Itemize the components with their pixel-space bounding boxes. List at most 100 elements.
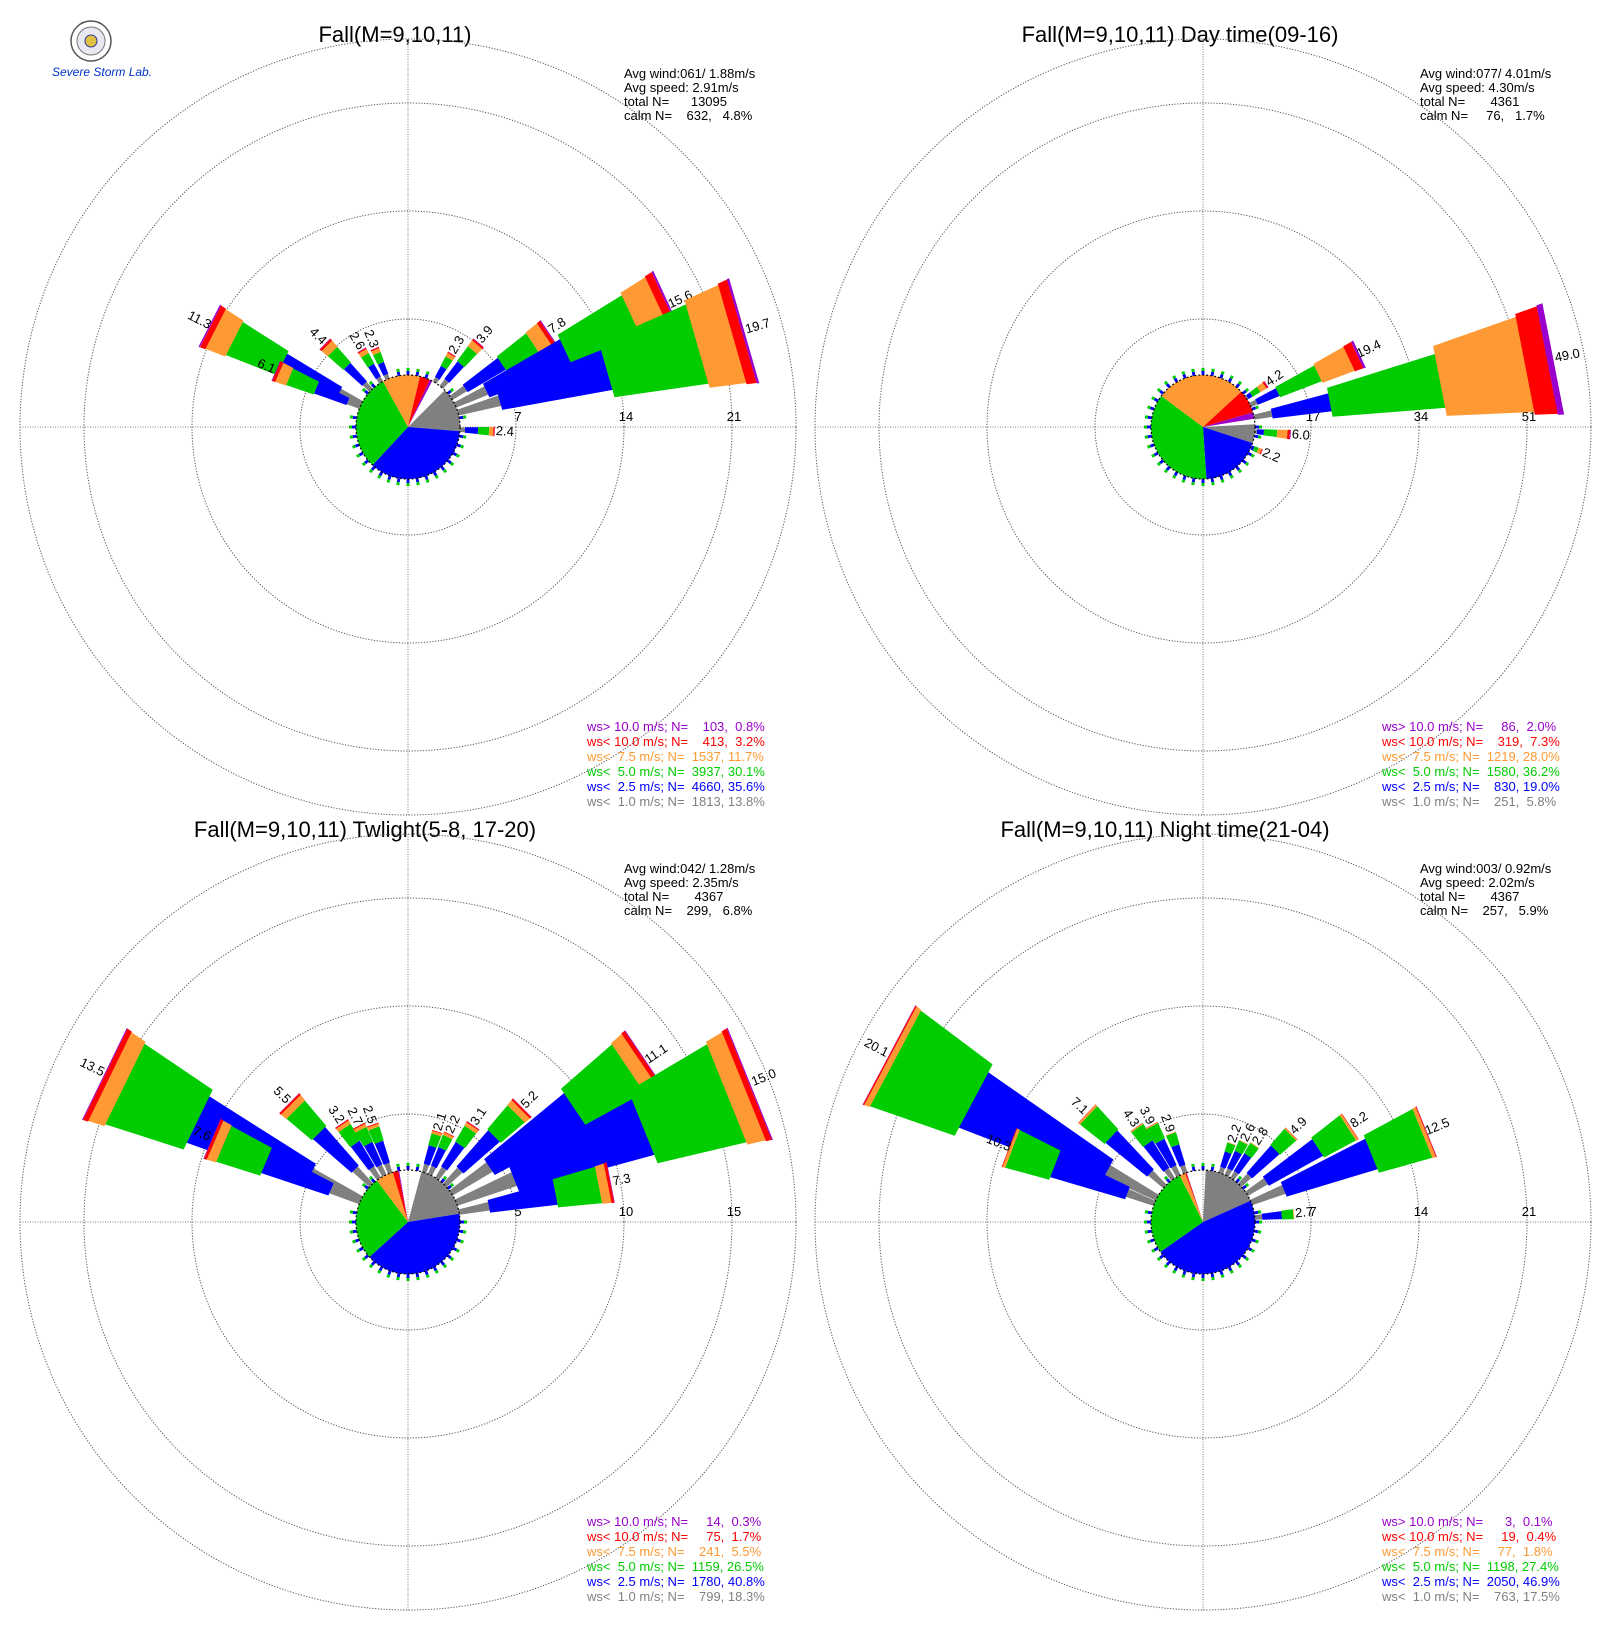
minor-bar	[1159, 459, 1165, 465]
pie-slice	[376, 1172, 408, 1222]
bar-segment	[1254, 1214, 1263, 1220]
bar-segment	[1259, 448, 1263, 455]
bar-segment	[1255, 388, 1280, 405]
legend-entry: ws< 5.0 m/s; N= 3937, 30.1%	[586, 764, 765, 779]
bar-segment	[321, 340, 338, 357]
bar-segment	[539, 320, 557, 345]
bar-segment	[472, 338, 484, 349]
minor-bar	[1147, 1210, 1152, 1215]
legend-entry: ws< 10.0 m/s; N= 413, 3.2%	[586, 734, 765, 749]
bar-segment	[1180, 1164, 1188, 1174]
legend-entry: ws< 10.0 m/s; N= 75, 1.7%	[586, 1529, 762, 1544]
bar-segment	[457, 346, 478, 368]
minor-bar	[1237, 1263, 1243, 1269]
bar-segment	[279, 1093, 301, 1115]
minor-bar	[1229, 474, 1234, 479]
bar-segment	[1343, 341, 1364, 372]
minor-bar	[1172, 1269, 1177, 1274]
bar-segment	[1230, 1171, 1239, 1181]
bar-segment	[1351, 340, 1366, 369]
stats-line: Avg speed: 2.02m/s	[1420, 875, 1535, 890]
direction-value-label: 19.4	[1354, 336, 1383, 360]
bar-segment	[1250, 445, 1255, 451]
minor-bar	[1211, 1163, 1215, 1168]
minor-bar	[1241, 1184, 1247, 1190]
bar-segment	[1284, 1127, 1298, 1141]
minor-bar	[352, 434, 357, 439]
bar-segment	[1285, 1127, 1298, 1140]
bar-segment	[453, 386, 489, 408]
bar-segment	[1363, 1108, 1433, 1173]
bar-segment	[435, 1166, 447, 1181]
bar-segment	[370, 346, 379, 351]
pie-border	[355, 374, 461, 480]
minor-bar	[1163, 1263, 1169, 1269]
minor-bar	[396, 1273, 401, 1278]
bar-segment	[279, 1093, 300, 1114]
bar-segment	[1311, 1115, 1357, 1158]
bar-segment	[705, 1032, 766, 1145]
minor-bar	[352, 444, 356, 449]
minor-bar	[1211, 481, 1215, 486]
ring-label: 5	[514, 1204, 521, 1219]
bar-segment	[327, 346, 351, 370]
minor-bar	[1191, 371, 1196, 376]
bar-segment	[1249, 386, 1261, 397]
bar-segment	[1002, 1128, 1020, 1168]
minor-bar	[459, 434, 464, 439]
minor-bar	[396, 371, 401, 376]
minor-bar	[1247, 1246, 1253, 1252]
minor-bar	[459, 415, 464, 420]
bar-segment	[384, 1162, 393, 1174]
bar-segment	[286, 1100, 327, 1141]
minor-bar	[364, 1254, 370, 1260]
minor-bar	[356, 453, 361, 458]
minor-bar	[1255, 425, 1259, 429]
minor-bar	[1247, 451, 1253, 457]
bar-segment	[199, 305, 226, 350]
legend-entry: ws< 5.0 m/s; N= 1580, 36.2%	[1381, 764, 1560, 779]
minor-bar	[1191, 1166, 1196, 1171]
bar-segment	[1280, 1138, 1378, 1197]
bar-segment	[466, 1121, 480, 1130]
bar-segment	[203, 1118, 221, 1159]
minor-bar	[1210, 478, 1215, 483]
bar-segment	[377, 361, 389, 376]
minor-bar	[462, 1230, 467, 1234]
bar-segment	[1412, 1106, 1436, 1159]
bar-segment	[1001, 1128, 1018, 1168]
minor-bar	[462, 435, 467, 439]
minor-bar	[446, 389, 452, 395]
direction-value-label: 2.6	[1237, 1121, 1259, 1144]
bar-segment	[374, 1140, 390, 1165]
bar-segment	[361, 353, 375, 368]
range-ring	[191, 210, 625, 644]
bar-segment	[1252, 446, 1259, 453]
minor-bar	[1151, 453, 1156, 458]
minor-bar	[1156, 1256, 1162, 1262]
minor-bar	[1144, 435, 1149, 439]
minor-bar	[1191, 368, 1195, 373]
minor-bar	[1244, 1182, 1250, 1188]
bar-segment	[1270, 393, 1333, 419]
minor-bar	[434, 474, 439, 479]
bar-segment	[462, 357, 506, 393]
bar-segment	[205, 309, 244, 357]
stats-line: Avg wind:061/ 1.88m/s	[624, 66, 756, 81]
minor-bar	[406, 1163, 410, 1166]
direction-value-label: 7.3	[611, 1170, 632, 1188]
legend-entry: ws> 10.0 m/s; N= 14, 0.3%	[586, 1514, 762, 1529]
minor-bar	[446, 1184, 452, 1190]
bar-segment	[536, 320, 556, 347]
stats-line: calm N= 632, 4.8%	[624, 108, 753, 123]
minor-bar	[1201, 1166, 1205, 1170]
minor-bar	[1220, 371, 1225, 375]
bar-segment	[319, 338, 331, 350]
stats-line: Avg speed: 2.35m/s	[624, 875, 739, 890]
pie-border	[1150, 1169, 1256, 1275]
minor-bar	[1156, 461, 1162, 467]
bar-segment	[484, 1092, 587, 1175]
bar-segment	[1105, 1130, 1154, 1177]
minor-bar	[1181, 1274, 1186, 1278]
minor-bar	[424, 1270, 429, 1276]
